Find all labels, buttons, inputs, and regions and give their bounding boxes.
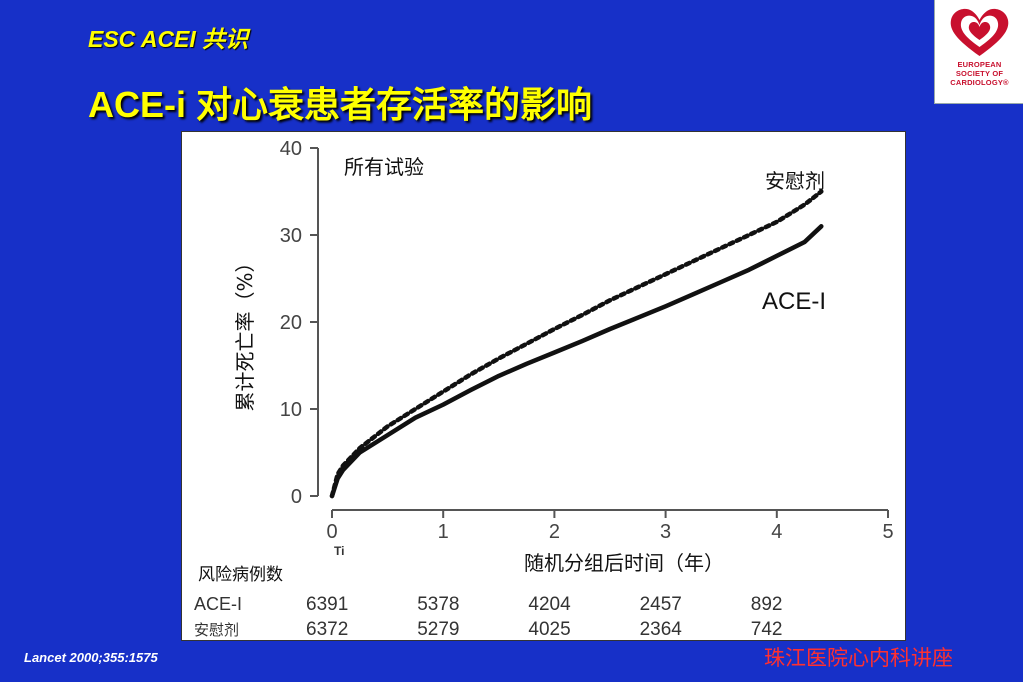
x-axis-label: 随机分组后时间（年） <box>524 551 724 575</box>
y-axis-label: 累计死亡率（%） <box>233 252 257 411</box>
heart-icon <box>950 8 1009 57</box>
x-tick-label: 0 <box>326 521 337 543</box>
logo-text: EUROPEAN SOCIETY OF CARDIOLOGY® <box>935 60 1023 87</box>
logo-line-1: EUROPEAN <box>957 60 1002 69</box>
risk-value: 742 <box>751 619 783 640</box>
esc-logo: EUROPEAN SOCIETY OF CARDIOLOGY® <box>934 0 1023 104</box>
risk-value: 5279 <box>417 619 459 640</box>
y-tick-label: 0 <box>291 486 302 508</box>
logo-line-2: SOCIETY OF <box>955 69 1004 78</box>
y-tick-label: 30 <box>280 225 302 247</box>
y-tick-label: 10 <box>280 399 302 421</box>
series-label-placebo: 安慰剂 <box>765 169 825 193</box>
series-line-1 <box>329 224 824 499</box>
x-tick-label: 1 <box>438 521 449 543</box>
risk-row-label: 安慰剂 <box>194 621 239 639</box>
risk-table-heading: 风险病例数 <box>198 565 283 585</box>
risk-row-label: ACE-I <box>194 594 242 614</box>
risk-value: 2364 <box>640 619 683 640</box>
risk-value: 892 <box>751 594 783 615</box>
risk-value: 2457 <box>640 594 682 615</box>
risk-value: 6391 <box>306 594 348 615</box>
x-tick-label: 3 <box>660 521 671 543</box>
risk-value: 5378 <box>417 594 459 615</box>
y-tick-label: 20 <box>280 312 302 334</box>
y-tick-label: 40 <box>280 138 302 160</box>
x-tick-label: 2 <box>549 521 560 543</box>
x-tick-label: 5 <box>882 521 893 543</box>
risk-value: 6372 <box>306 619 348 640</box>
survival-chart: 0 10 20 30 40 0 1 2 3 4 5 Ti 随机分组后时间（年） 累计死亡率（%） 所有试验安… <box>194 138 894 640</box>
series-label-acei: ACE-I <box>762 288 826 315</box>
x-tick-label: 4 <box>771 521 782 543</box>
logo-line-3: CARDIOLOGY® <box>950 78 1009 87</box>
chart-title: 所有试验 <box>344 155 424 179</box>
footer-lecture: 珠江医院心内科讲座 <box>764 646 953 670</box>
series-line-0 <box>329 189 824 499</box>
citation: Lancet 2000;355:1575 <box>24 650 158 665</box>
x-extra-label: Ti <box>334 544 344 558</box>
chart-panel: 0 10 20 30 40 0 1 2 3 4 5 Ti 随机分组后时间（年） 累计死亡率（%） 所有试验安… <box>181 131 906 641</box>
slide-title: ACE-i 对心衰患者存活率的影响 <box>88 84 593 125</box>
risk-value: 4025 <box>528 619 570 640</box>
slide-subtitle: ESC ACEI 共识 <box>88 26 249 52</box>
risk-value: 4204 <box>528 594 571 615</box>
